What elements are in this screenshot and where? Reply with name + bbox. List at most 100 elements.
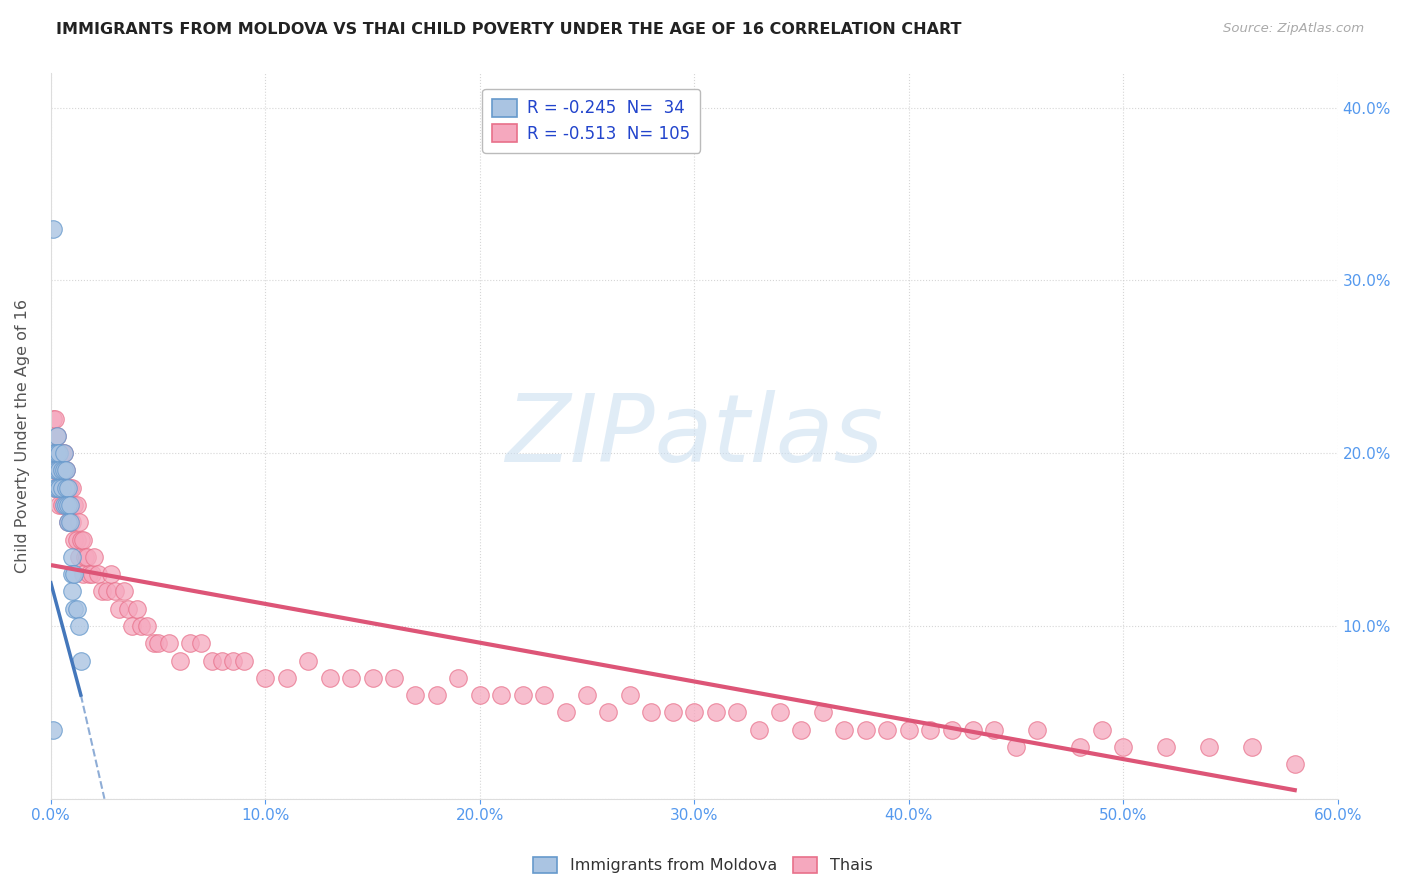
Point <box>157 636 180 650</box>
Point <box>769 706 792 720</box>
Point <box>683 706 706 720</box>
Point <box>136 619 159 633</box>
Point <box>962 723 984 737</box>
Point <box>42 446 65 460</box>
Point <box>42 221 65 235</box>
Point <box>855 723 877 737</box>
Point <box>179 636 201 650</box>
Point <box>983 723 1005 737</box>
Point <box>640 706 662 720</box>
Point <box>318 671 340 685</box>
Point <box>222 653 245 667</box>
Point <box>201 653 224 667</box>
Point <box>382 671 405 685</box>
Point <box>112 584 135 599</box>
Point <box>96 584 118 599</box>
Point <box>1112 739 1135 754</box>
Point <box>55 481 77 495</box>
Point <box>60 549 83 564</box>
Point <box>87 567 110 582</box>
Point <box>44 411 66 425</box>
Point <box>55 498 77 512</box>
Point <box>42 411 65 425</box>
Point <box>46 446 69 460</box>
Point <box>44 446 66 460</box>
Point <box>146 636 169 650</box>
Point <box>876 723 898 737</box>
Point <box>232 653 254 667</box>
Point <box>83 549 105 564</box>
Point <box>834 723 856 737</box>
Point <box>51 481 73 495</box>
Point <box>59 516 82 530</box>
Point <box>59 481 82 495</box>
Point <box>725 706 748 720</box>
Point <box>56 516 79 530</box>
Point <box>254 671 277 685</box>
Point <box>60 516 83 530</box>
Point <box>72 533 94 547</box>
Point <box>790 723 813 737</box>
Point <box>56 498 79 512</box>
Point <box>46 463 69 477</box>
Point <box>104 584 127 599</box>
Point <box>55 498 77 512</box>
Point <box>46 481 69 495</box>
Point <box>67 549 90 564</box>
Point <box>44 463 66 477</box>
Point <box>56 516 79 530</box>
Point <box>512 688 534 702</box>
Text: IMMIGRANTS FROM MOLDOVA VS THAI CHILD POVERTY UNDER THE AGE OF 16 CORRELATION CH: IMMIGRANTS FROM MOLDOVA VS THAI CHILD PO… <box>56 22 962 37</box>
Point <box>748 723 770 737</box>
Point <box>426 688 449 702</box>
Point <box>811 706 834 720</box>
Point <box>598 706 620 720</box>
Point <box>91 584 114 599</box>
Point <box>63 498 86 512</box>
Point <box>51 498 73 512</box>
Point <box>125 601 148 615</box>
Point <box>117 601 139 615</box>
Point <box>76 549 98 564</box>
Point <box>42 723 65 737</box>
Point <box>51 463 73 477</box>
Point <box>52 446 75 460</box>
Point <box>55 463 77 477</box>
Point <box>1069 739 1091 754</box>
Point <box>42 446 65 460</box>
Point <box>941 723 963 737</box>
Point <box>100 567 122 582</box>
Point <box>59 498 82 512</box>
Point <box>44 446 66 460</box>
Point <box>575 688 598 702</box>
Point <box>46 481 69 495</box>
Point <box>59 516 82 530</box>
Point <box>1240 739 1263 754</box>
Point <box>468 688 491 702</box>
Point <box>1026 723 1049 737</box>
Point <box>704 706 727 720</box>
Point <box>489 688 512 702</box>
Legend: Immigrants from Moldova, Thais: Immigrants from Moldova, Thais <box>527 850 879 880</box>
Point <box>1091 723 1114 737</box>
Text: Source: ZipAtlas.com: Source: ZipAtlas.com <box>1223 22 1364 36</box>
Point <box>52 481 75 495</box>
Point <box>276 671 298 685</box>
Point <box>46 446 69 460</box>
Point <box>1154 739 1177 754</box>
Point <box>63 601 86 615</box>
Point <box>51 463 73 477</box>
Point <box>67 619 90 633</box>
Point <box>533 688 555 702</box>
Point <box>65 601 87 615</box>
Point <box>51 446 73 460</box>
Point <box>52 446 75 460</box>
Point <box>46 429 69 443</box>
Point <box>65 498 87 512</box>
Point <box>48 463 70 477</box>
Point <box>190 636 212 650</box>
Text: ZIPatlas: ZIPatlas <box>505 391 883 482</box>
Point <box>1005 739 1028 754</box>
Point <box>662 706 685 720</box>
Point <box>169 653 191 667</box>
